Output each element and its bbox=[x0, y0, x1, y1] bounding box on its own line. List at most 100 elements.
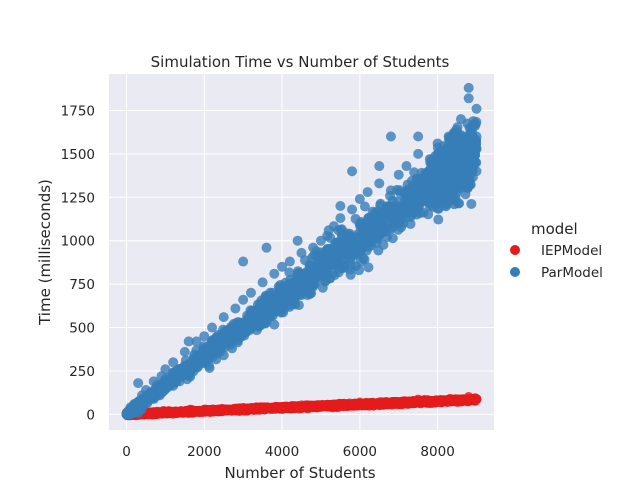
parmodel-point bbox=[381, 232, 392, 243]
iepmodel-point bbox=[366, 398, 377, 409]
parmodel-point bbox=[207, 322, 218, 333]
iepmodel-point bbox=[393, 397, 404, 408]
parmodel-point bbox=[160, 382, 171, 393]
iepmodel-point bbox=[444, 395, 455, 406]
parmodel-point bbox=[191, 336, 202, 347]
parmodel-point bbox=[254, 298, 265, 309]
iepmodel-point bbox=[261, 403, 272, 414]
parmodel-point bbox=[182, 368, 193, 379]
iepmodel-point bbox=[230, 404, 241, 415]
parmodel-point bbox=[463, 82, 474, 93]
parmodel-point bbox=[140, 385, 151, 396]
parmodel-point bbox=[317, 267, 328, 278]
parmodel-point bbox=[168, 357, 179, 368]
parmodel-point bbox=[426, 188, 437, 199]
parmodel-point bbox=[275, 282, 286, 293]
parmodel-point bbox=[315, 235, 326, 246]
parmodel-point bbox=[394, 207, 405, 218]
parmodel-point bbox=[245, 287, 256, 298]
parmodel-point bbox=[447, 191, 458, 202]
iepmodel-point bbox=[471, 394, 482, 405]
parmodel-point bbox=[218, 312, 229, 323]
parmodel-point bbox=[292, 235, 303, 246]
parmodel-point bbox=[296, 247, 307, 258]
parmodel-point bbox=[285, 274, 296, 285]
iepmodel-point bbox=[249, 403, 260, 414]
parmodel-point bbox=[326, 251, 337, 262]
parmodel-point bbox=[401, 200, 412, 211]
parmodel-point bbox=[448, 156, 459, 167]
parmodel-point bbox=[405, 218, 416, 229]
parmodel-point bbox=[284, 256, 295, 267]
y-axis-label: Time (milliseconds) bbox=[36, 179, 54, 326]
iepmodel-point bbox=[432, 396, 443, 407]
parmodel-point bbox=[323, 225, 334, 236]
legend: model IEPModel ParModel bbox=[510, 220, 603, 281]
parmodel-point bbox=[391, 217, 402, 228]
x-axis-label: Number of Students bbox=[224, 464, 375, 482]
parmodel-point bbox=[373, 245, 384, 256]
parmodel-point bbox=[354, 265, 365, 276]
parmodel-point bbox=[347, 166, 358, 177]
iepmodel-point bbox=[218, 405, 229, 416]
iepmodel-point bbox=[296, 400, 307, 411]
parmodel-point bbox=[269, 319, 280, 330]
parmodel-point bbox=[471, 131, 482, 142]
parmodel-point bbox=[160, 364, 171, 375]
parmodel-point bbox=[347, 204, 358, 215]
parmodel-point bbox=[215, 346, 226, 357]
parmodel-point bbox=[363, 262, 374, 273]
iepmodel-point bbox=[315, 401, 326, 412]
parmodel-point bbox=[256, 315, 267, 326]
parmodel-point bbox=[372, 224, 383, 235]
parmodel-point bbox=[424, 154, 435, 165]
y-tick-label: 750 bbox=[69, 277, 95, 293]
iepmodel-point bbox=[405, 397, 416, 408]
y-tick-label: 1500 bbox=[61, 147, 95, 163]
x-tick-label: 6000 bbox=[343, 444, 377, 460]
parmodel-point bbox=[345, 264, 356, 275]
parmodel-point bbox=[335, 200, 346, 211]
parmodel-point bbox=[183, 336, 194, 347]
parmodel-point bbox=[361, 245, 372, 256]
parmodel-point bbox=[332, 237, 343, 248]
parmodel-point bbox=[399, 188, 410, 199]
parmodel-point bbox=[435, 168, 446, 179]
parmodel-point bbox=[203, 353, 214, 364]
parmodel-point bbox=[440, 145, 451, 156]
parmodel-point bbox=[424, 200, 435, 211]
iepmodel-point bbox=[152, 407, 163, 418]
parmodel-point bbox=[301, 269, 312, 280]
parmodel-point bbox=[432, 138, 443, 149]
parmodel-point bbox=[401, 161, 412, 172]
y-tick-label: 250 bbox=[69, 364, 95, 380]
parmodel-point bbox=[257, 277, 268, 288]
iepmodel-point bbox=[179, 406, 190, 417]
y-tick-label: 1000 bbox=[61, 234, 95, 250]
parmodel-point bbox=[359, 201, 370, 212]
parmodel-point bbox=[406, 209, 417, 220]
parmodel-point bbox=[463, 93, 474, 104]
parmodel-point bbox=[372, 233, 383, 244]
parmodel-point bbox=[462, 151, 473, 162]
iepmodel-point bbox=[463, 392, 474, 402]
parmodel-point bbox=[360, 226, 371, 237]
parmodel-point bbox=[308, 269, 319, 280]
series-iepmodel bbox=[121, 392, 482, 421]
parmodel-point bbox=[294, 270, 305, 281]
iepmodel-point bbox=[160, 407, 171, 418]
parmodel-point bbox=[195, 355, 206, 366]
chart-title: Simulation Time vs Number of Students bbox=[151, 53, 450, 71]
legend-title: model bbox=[531, 220, 578, 238]
parmodel-point bbox=[434, 180, 445, 191]
parmodel-point bbox=[184, 358, 195, 369]
legend-marker-iepmodel bbox=[510, 245, 520, 255]
parmodel-point bbox=[331, 257, 342, 268]
parmodel-point bbox=[169, 377, 180, 388]
parmodel-point bbox=[133, 378, 144, 389]
parmodel-point bbox=[238, 294, 249, 305]
iepmodel-point bbox=[455, 395, 466, 406]
iepmodel-point bbox=[288, 402, 299, 413]
parmodel-point bbox=[375, 215, 386, 226]
